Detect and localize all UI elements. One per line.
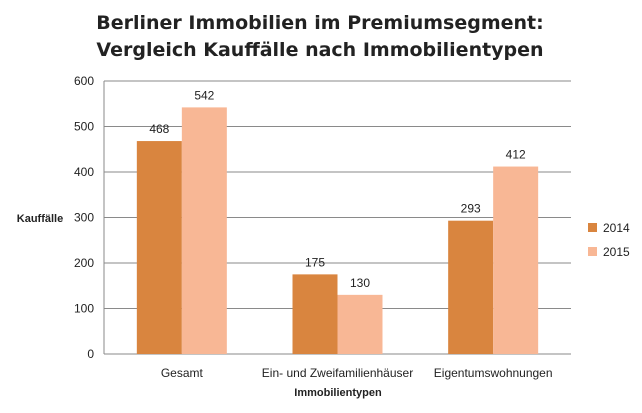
data-label: 293 [461,202,481,216]
legend-label: 2015 [603,245,630,259]
bar-2015 [181,107,227,354]
x-tick-labels: Gesamt Ein- und Zweifamilienhäuser Eigentu… [161,366,553,380]
data-label: 468 [149,122,169,136]
y-tick-label: 600 [74,74,94,88]
y-tick-label: 500 [74,120,94,134]
chart-title-line-2: Vergleich Kauffälle nach Immobilientypen [96,39,543,61]
x-tick-label: Gesamt [161,366,204,380]
bar-2015 [493,166,539,354]
bar-2014 [292,274,338,354]
bar-2015 [337,294,383,354]
legend: 2014 2015 [588,221,630,259]
data-label: 130 [350,276,370,290]
data-label: 542 [194,88,214,102]
y-tick-label: 100 [74,302,94,316]
data-labels: 468 542 175 130 293 412 [149,88,526,289]
legend-swatch [588,247,597,256]
legend-label: 2014 [603,221,630,235]
bars [136,107,539,354]
y-tick-label: 400 [74,165,94,179]
y-tick-labels: 0 100 200 300 400 500 600 [74,74,94,361]
y-tick-label: 200 [74,256,94,270]
bar-2014 [136,141,182,354]
y-axis-title: Kauffälle [17,213,63,225]
data-label: 175 [305,255,325,269]
x-tick-label: Ein- und Zweifamilienhäuser [262,366,413,380]
y-tick-label: 300 [74,211,94,225]
chart-title-line-1: Berliner Immobilien im Premiumsegment: [96,12,543,34]
y-tick-label: 0 [87,347,94,361]
x-axis-title: Immobilientypen [294,387,382,399]
x-tick-label: Eigentumswohnungen [434,366,553,380]
legend-swatch [588,223,597,232]
bar-2014 [448,220,494,354]
data-label: 412 [506,148,526,162]
